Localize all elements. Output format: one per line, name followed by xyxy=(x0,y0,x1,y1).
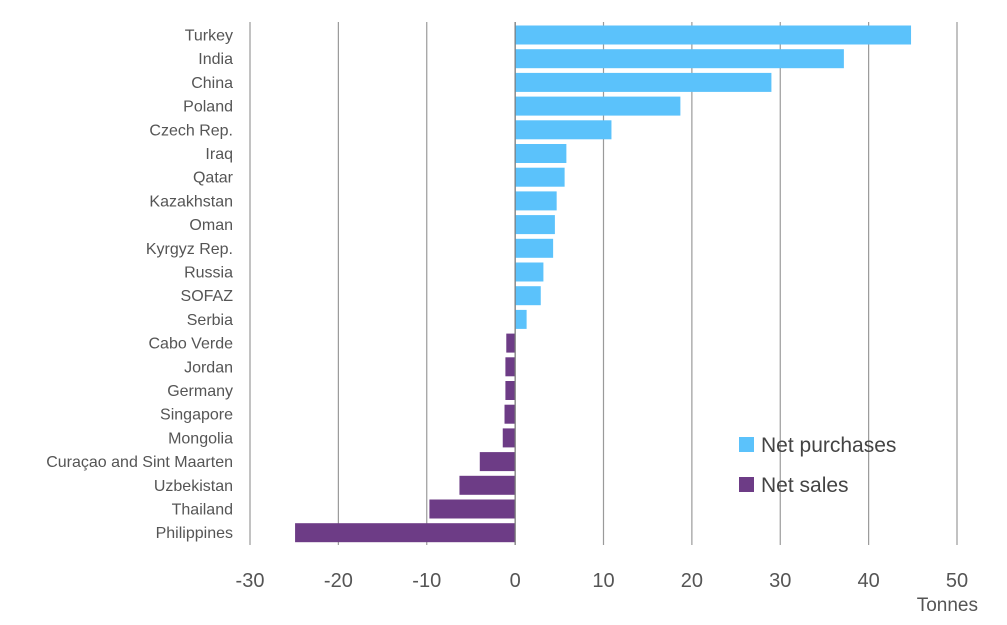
category-label: Poland xyxy=(183,99,233,116)
x-tick-label: -10 xyxy=(412,570,441,592)
bar-china xyxy=(515,72,772,92)
bar-mongolia xyxy=(502,428,516,448)
bar-thailand xyxy=(429,499,516,519)
x-tick-label: 10 xyxy=(592,570,614,592)
category-label: Cabo Verde xyxy=(148,336,233,353)
category-label: India xyxy=(198,51,233,68)
bar-kyrgyz-rep xyxy=(515,238,554,258)
category-label: Curaçao and Sint Maarten xyxy=(46,454,233,471)
x-tick-label: -20 xyxy=(324,570,353,592)
category-label: Jordan xyxy=(184,359,233,376)
category-label: China xyxy=(191,75,233,92)
bar-poland xyxy=(515,96,681,116)
category-label: Germany xyxy=(167,383,233,400)
bar-germany xyxy=(505,381,516,400)
x-axis-unit-label: Tonnes xyxy=(917,595,978,616)
x-tick-label: 40 xyxy=(858,570,880,592)
category-labels: Turkey India China Poland Czech Rep. Iraq Qata… xyxy=(46,28,233,543)
x-tick-label: 50 xyxy=(946,570,968,592)
category-label: Kazakhstan xyxy=(149,193,233,210)
x-tick-label: -30 xyxy=(236,570,265,592)
bar-singapore xyxy=(504,404,516,424)
legend-label-net-purchases: Net purchases xyxy=(761,434,896,457)
bar-kazakhstan xyxy=(515,191,557,211)
category-label: Serbia xyxy=(187,312,233,329)
category-label: Qatar xyxy=(193,170,234,187)
bar-turkey xyxy=(515,25,912,45)
bar-oman xyxy=(515,215,555,235)
category-label: Iraq xyxy=(205,146,233,163)
category-label: Thailand xyxy=(172,502,233,519)
category-label: Oman xyxy=(189,217,233,234)
x-tick-label: 0 xyxy=(510,570,521,592)
bar-cura-ao-and-sint-maarten xyxy=(479,452,516,472)
category-label: SOFAZ xyxy=(181,288,234,305)
category-label: Turkey xyxy=(185,28,233,45)
bar-india xyxy=(515,49,844,69)
bar-qatar xyxy=(515,167,565,187)
bar-cabo-verde xyxy=(506,333,516,353)
category-label: Uzbekistan xyxy=(154,478,233,495)
bar-russia xyxy=(515,262,544,282)
legend-swatch-net-sales xyxy=(739,477,754,492)
legend-label-net-sales: Net sales xyxy=(761,474,849,497)
bar-serbia xyxy=(515,309,527,329)
bar-czech-rep xyxy=(515,120,612,140)
category-label: Philippines xyxy=(156,525,233,542)
category-label: Singapore xyxy=(160,407,233,424)
category-label: Czech Rep. xyxy=(149,122,233,139)
legend: Net purchases Net sales xyxy=(739,434,896,497)
bar-jordan xyxy=(505,357,516,377)
bar-philippines xyxy=(295,523,516,543)
bar-sofaz xyxy=(515,286,541,306)
bar-iraq xyxy=(515,144,567,163)
legend-swatch-net-purchases xyxy=(739,437,754,452)
bars xyxy=(295,22,912,545)
x-tick-label: 20 xyxy=(681,570,703,592)
category-label: Kyrgyz Rep. xyxy=(146,241,233,258)
bar-uzbekistan xyxy=(459,475,516,495)
x-tick-label: 30 xyxy=(769,570,791,592)
category-label: Mongolia xyxy=(168,430,233,447)
category-label: Russia xyxy=(184,265,233,282)
x-tick-labels: -30 -20 -10 0 10 20 30 40 50 xyxy=(236,570,969,592)
